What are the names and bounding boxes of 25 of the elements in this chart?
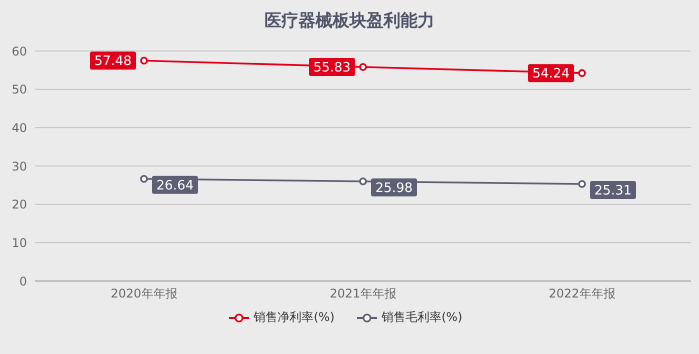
point [578, 69, 586, 77]
legend-label: 销售毛利率(%) [380, 309, 462, 326]
point [359, 63, 367, 71]
y-tick-label: 20 [12, 198, 27, 212]
point [140, 56, 148, 65]
data-label: 55.83 [313, 60, 351, 76]
data-label: 26.64 [156, 178, 194, 194]
x-tick-label: 2022年年报 [548, 286, 616, 301]
x-tick-label: 2021年年报 [330, 286, 396, 301]
y-tick-label: 50 [12, 82, 27, 97]
point [578, 180, 586, 188]
chart-title: 医疗器械板块盈利能力 [264, 10, 436, 32]
y-tick-label: 30 [12, 159, 27, 174]
y-tick-label: 0 [19, 274, 27, 288]
point [140, 174, 148, 183]
y-tick-label: 60 [12, 44, 27, 58]
point [359, 178, 367, 186]
data-label: 57.48 [94, 54, 132, 70]
y-tick-label: 40 [12, 120, 27, 135]
y-tick-label: 10 [12, 236, 27, 250]
data-label: 25.98 [375, 180, 413, 196]
legend-label: 销售净利率(%) [252, 309, 334, 326]
data-label: 25.31 [594, 183, 632, 198]
x-tick-label: 2020年年报 [110, 286, 178, 301]
data-label: 54.24 [532, 66, 570, 82]
